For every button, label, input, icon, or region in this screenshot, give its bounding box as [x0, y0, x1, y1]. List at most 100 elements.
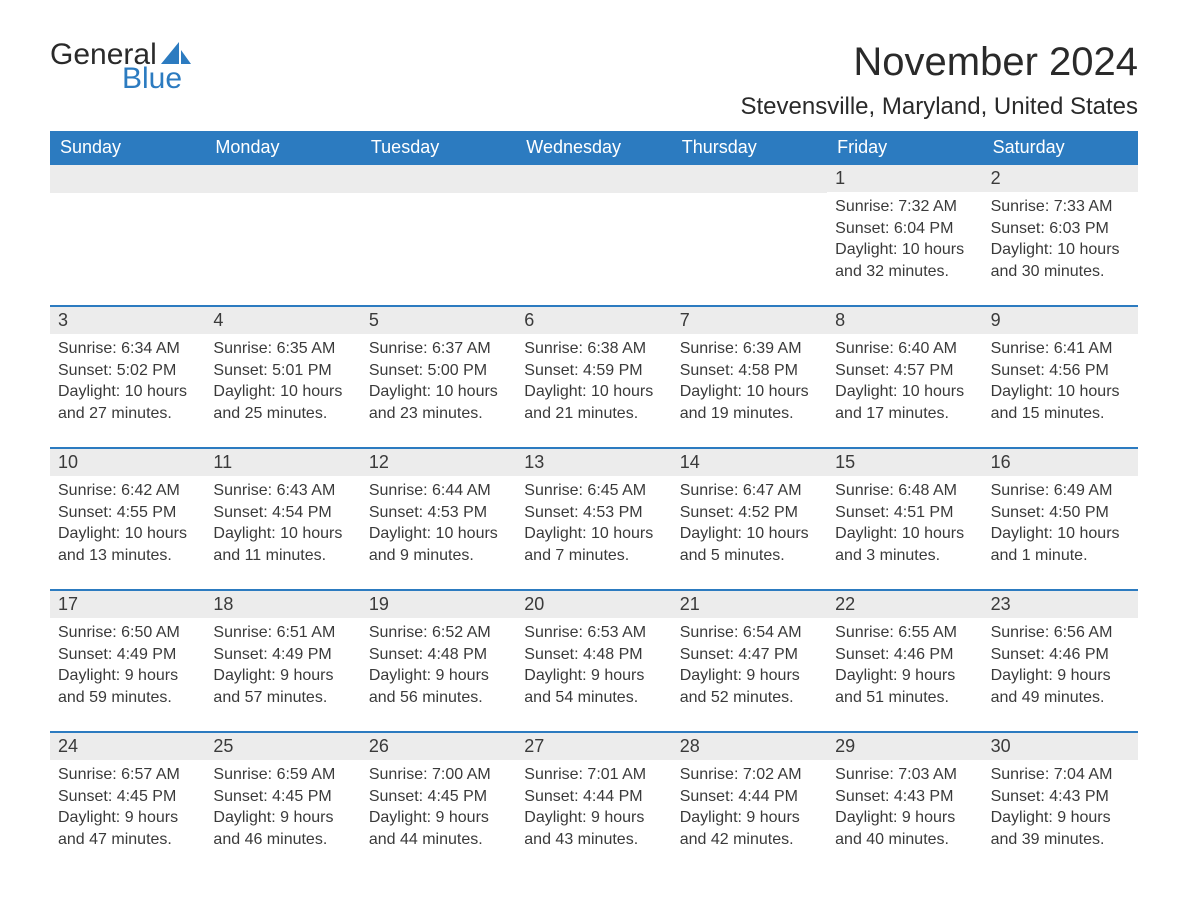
day-cell: 7Sunrise: 6:39 AMSunset: 4:58 PMDaylight…	[672, 307, 827, 447]
sunrise-text: Sunrise: 7:00 AM	[369, 764, 508, 786]
sunrise-text: Sunrise: 6:41 AM	[991, 338, 1130, 360]
day-content: Sunrise: 6:54 AMSunset: 4:47 PMDaylight:…	[672, 618, 827, 716]
day-number: 1	[827, 165, 982, 192]
day-number: 19	[361, 591, 516, 618]
sunrise-text: Sunrise: 7:33 AM	[991, 196, 1130, 218]
sunrise-text: Sunrise: 6:34 AM	[58, 338, 197, 360]
day-cell: 29Sunrise: 7:03 AMSunset: 4:43 PMDayligh…	[827, 733, 982, 873]
sunrise-text: Sunrise: 6:47 AM	[680, 480, 819, 502]
day-content: Sunrise: 6:41 AMSunset: 4:56 PMDaylight:…	[983, 334, 1138, 432]
day-cell	[50, 165, 205, 305]
daylight-text: Daylight: 10 hours and 27 minutes.	[58, 381, 197, 424]
sunset-text: Sunset: 5:01 PM	[213, 360, 352, 382]
day-cell: 11Sunrise: 6:43 AMSunset: 4:54 PMDayligh…	[205, 449, 360, 589]
daylight-text: Daylight: 10 hours and 15 minutes.	[991, 381, 1130, 424]
day-number: 6	[516, 307, 671, 334]
day-content: Sunrise: 6:35 AMSunset: 5:01 PMDaylight:…	[205, 334, 360, 432]
sunrise-text: Sunrise: 6:53 AM	[524, 622, 663, 644]
day-content: Sunrise: 6:42 AMSunset: 4:55 PMDaylight:…	[50, 476, 205, 574]
day-number: 10	[50, 449, 205, 476]
sunrise-text: Sunrise: 6:51 AM	[213, 622, 352, 644]
day-number: 14	[672, 449, 827, 476]
day-number: 17	[50, 591, 205, 618]
day-content: Sunrise: 7:32 AMSunset: 6:04 PMDaylight:…	[827, 192, 982, 290]
day-number: 16	[983, 449, 1138, 476]
logo-text-blue: Blue	[50, 64, 182, 94]
sunset-text: Sunset: 4:58 PM	[680, 360, 819, 382]
day-content: Sunrise: 7:33 AMSunset: 6:03 PMDaylight:…	[983, 192, 1138, 290]
daylight-text: Daylight: 9 hours and 56 minutes.	[369, 665, 508, 708]
sunset-text: Sunset: 5:02 PM	[58, 360, 197, 382]
weekday-sunday: Sunday	[50, 131, 205, 165]
daylight-text: Daylight: 9 hours and 52 minutes.	[680, 665, 819, 708]
day-number: 13	[516, 449, 671, 476]
day-cell: 12Sunrise: 6:44 AMSunset: 4:53 PMDayligh…	[361, 449, 516, 589]
day-content: Sunrise: 6:34 AMSunset: 5:02 PMDaylight:…	[50, 334, 205, 432]
sunset-text: Sunset: 4:44 PM	[524, 786, 663, 808]
empty-day-bar	[50, 165, 205, 193]
day-cell: 1Sunrise: 7:32 AMSunset: 6:04 PMDaylight…	[827, 165, 982, 305]
day-content: Sunrise: 6:47 AMSunset: 4:52 PMDaylight:…	[672, 476, 827, 574]
day-content: Sunrise: 7:04 AMSunset: 4:43 PMDaylight:…	[983, 760, 1138, 858]
day-number: 4	[205, 307, 360, 334]
sunrise-text: Sunrise: 7:32 AM	[835, 196, 974, 218]
day-content: Sunrise: 6:55 AMSunset: 4:46 PMDaylight:…	[827, 618, 982, 716]
sunrise-text: Sunrise: 7:02 AM	[680, 764, 819, 786]
daylight-text: Daylight: 9 hours and 49 minutes.	[991, 665, 1130, 708]
sunset-text: Sunset: 4:50 PM	[991, 502, 1130, 524]
day-number: 5	[361, 307, 516, 334]
daylight-text: Daylight: 10 hours and 17 minutes.	[835, 381, 974, 424]
daylight-text: Daylight: 10 hours and 25 minutes.	[213, 381, 352, 424]
daylight-text: Daylight: 10 hours and 30 minutes.	[991, 239, 1130, 282]
sunrise-text: Sunrise: 6:57 AM	[58, 764, 197, 786]
sunset-text: Sunset: 4:43 PM	[835, 786, 974, 808]
day-content: Sunrise: 6:59 AMSunset: 4:45 PMDaylight:…	[205, 760, 360, 858]
daylight-text: Daylight: 10 hours and 7 minutes.	[524, 523, 663, 566]
day-content: Sunrise: 6:53 AMSunset: 4:48 PMDaylight:…	[516, 618, 671, 716]
daylight-text: Daylight: 9 hours and 47 minutes.	[58, 807, 197, 850]
day-number: 30	[983, 733, 1138, 760]
sunset-text: Sunset: 4:53 PM	[524, 502, 663, 524]
sunrise-text: Sunrise: 6:38 AM	[524, 338, 663, 360]
sunset-text: Sunset: 4:52 PM	[680, 502, 819, 524]
sunrise-text: Sunrise: 6:35 AM	[213, 338, 352, 360]
calendar: Sunday Monday Tuesday Wednesday Thursday…	[50, 131, 1138, 873]
empty-day-bar	[672, 165, 827, 193]
sunset-text: Sunset: 4:46 PM	[991, 644, 1130, 666]
day-content: Sunrise: 6:49 AMSunset: 4:50 PMDaylight:…	[983, 476, 1138, 574]
sunset-text: Sunset: 5:00 PM	[369, 360, 508, 382]
day-number: 18	[205, 591, 360, 618]
day-cell: 20Sunrise: 6:53 AMSunset: 4:48 PMDayligh…	[516, 591, 671, 731]
day-cell: 6Sunrise: 6:38 AMSunset: 4:59 PMDaylight…	[516, 307, 671, 447]
day-cell: 13Sunrise: 6:45 AMSunset: 4:53 PMDayligh…	[516, 449, 671, 589]
sunrise-text: Sunrise: 6:42 AM	[58, 480, 197, 502]
day-cell: 3Sunrise: 6:34 AMSunset: 5:02 PMDaylight…	[50, 307, 205, 447]
empty-day-bar	[205, 165, 360, 193]
sunrise-text: Sunrise: 7:04 AM	[991, 764, 1130, 786]
sunset-text: Sunset: 6:03 PM	[991, 218, 1130, 240]
sunset-text: Sunset: 4:56 PM	[991, 360, 1130, 382]
daylight-text: Daylight: 9 hours and 40 minutes.	[835, 807, 974, 850]
sunset-text: Sunset: 4:45 PM	[58, 786, 197, 808]
day-number: 20	[516, 591, 671, 618]
title-block: November 2024 Stevensville, Maryland, Un…	[740, 40, 1138, 121]
day-cell: 8Sunrise: 6:40 AMSunset: 4:57 PMDaylight…	[827, 307, 982, 447]
daylight-text: Daylight: 9 hours and 54 minutes.	[524, 665, 663, 708]
weekday-thursday: Thursday	[672, 131, 827, 165]
day-number: 26	[361, 733, 516, 760]
week-row: 3Sunrise: 6:34 AMSunset: 5:02 PMDaylight…	[50, 305, 1138, 447]
empty-day-bar	[361, 165, 516, 193]
day-number: 27	[516, 733, 671, 760]
daylight-text: Daylight: 9 hours and 44 minutes.	[369, 807, 508, 850]
day-content: Sunrise: 6:50 AMSunset: 4:49 PMDaylight:…	[50, 618, 205, 716]
sunrise-text: Sunrise: 6:40 AM	[835, 338, 974, 360]
day-cell: 28Sunrise: 7:02 AMSunset: 4:44 PMDayligh…	[672, 733, 827, 873]
day-cell	[361, 165, 516, 305]
day-number: 12	[361, 449, 516, 476]
day-cell	[516, 165, 671, 305]
day-number: 8	[827, 307, 982, 334]
day-content: Sunrise: 7:00 AMSunset: 4:45 PMDaylight:…	[361, 760, 516, 858]
day-cell: 24Sunrise: 6:57 AMSunset: 4:45 PMDayligh…	[50, 733, 205, 873]
day-content: Sunrise: 6:38 AMSunset: 4:59 PMDaylight:…	[516, 334, 671, 432]
day-cell: 14Sunrise: 6:47 AMSunset: 4:52 PMDayligh…	[672, 449, 827, 589]
